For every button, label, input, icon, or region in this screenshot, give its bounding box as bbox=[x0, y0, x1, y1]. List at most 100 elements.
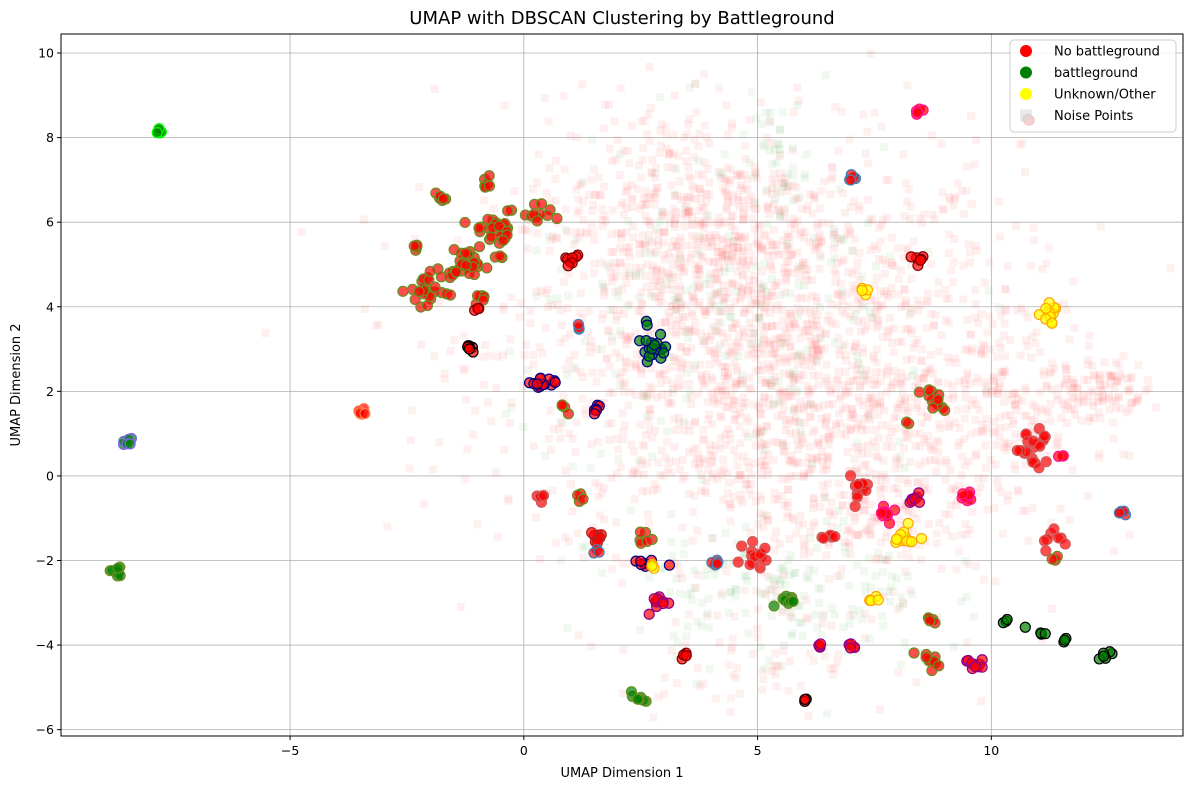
noise-point bbox=[770, 488, 779, 497]
noise-point bbox=[724, 478, 733, 487]
noise-point bbox=[800, 361, 809, 370]
noise-point bbox=[866, 215, 875, 224]
noise-point bbox=[713, 611, 722, 620]
noise-point bbox=[624, 335, 633, 344]
noise-point bbox=[970, 160, 979, 169]
noise-point bbox=[739, 209, 748, 218]
noise-point bbox=[902, 476, 911, 485]
noise-point bbox=[809, 500, 818, 509]
noise-point bbox=[616, 258, 625, 267]
noise-point bbox=[559, 277, 568, 286]
noise-point bbox=[754, 350, 763, 359]
noise-point bbox=[783, 245, 792, 254]
noise-point bbox=[831, 420, 840, 429]
noise-point bbox=[569, 240, 578, 249]
noise-point bbox=[781, 426, 790, 435]
noise-point bbox=[460, 475, 469, 484]
noise-point bbox=[848, 246, 857, 255]
noise-point bbox=[788, 370, 797, 379]
noise-point bbox=[791, 471, 800, 480]
noise-point bbox=[694, 389, 703, 398]
noise-point bbox=[961, 385, 970, 394]
noise-point bbox=[800, 418, 809, 427]
noise-point bbox=[769, 199, 778, 208]
noise-point bbox=[1113, 377, 1122, 386]
noise-point bbox=[768, 266, 777, 275]
noise-point bbox=[1080, 390, 1089, 399]
noise-point bbox=[774, 139, 783, 148]
noise-point bbox=[799, 371, 808, 380]
noise-point bbox=[882, 442, 891, 451]
noise-point bbox=[695, 129, 704, 138]
noise-point bbox=[775, 145, 784, 154]
noise-point bbox=[800, 281, 809, 290]
noise-point bbox=[622, 182, 631, 191]
noise-point bbox=[644, 110, 653, 119]
noise-point bbox=[633, 350, 642, 359]
noise-point bbox=[561, 466, 570, 475]
noise-point bbox=[732, 366, 741, 375]
noise-point bbox=[891, 456, 900, 465]
noise-point bbox=[783, 169, 792, 178]
noise-point bbox=[542, 189, 551, 198]
noise-point bbox=[772, 158, 781, 167]
noise-point bbox=[994, 483, 1003, 492]
legend-box bbox=[1009, 39, 1177, 133]
noise-point bbox=[861, 634, 870, 643]
noise-point bbox=[786, 416, 795, 425]
cluster-point bbox=[535, 198, 548, 210]
noise-point bbox=[926, 350, 935, 359]
noise-point bbox=[716, 433, 725, 442]
noise-point bbox=[726, 256, 735, 265]
noise-point bbox=[532, 228, 541, 237]
noise-point bbox=[769, 240, 778, 249]
noise-point bbox=[750, 400, 759, 409]
noise-point bbox=[706, 440, 715, 449]
noise-point bbox=[751, 298, 760, 307]
noise-point bbox=[816, 334, 825, 343]
noise-point bbox=[672, 679, 681, 688]
noise-point bbox=[858, 442, 867, 451]
noise-point bbox=[811, 425, 820, 434]
noise-point bbox=[660, 690, 669, 699]
noise-point bbox=[739, 402, 748, 411]
noise-point bbox=[806, 534, 815, 543]
noise-point bbox=[778, 606, 787, 615]
noise-point bbox=[901, 285, 910, 294]
noise-point bbox=[995, 378, 1004, 387]
noise-point bbox=[924, 486, 933, 495]
noise-point bbox=[870, 108, 879, 117]
noise-point bbox=[707, 331, 716, 340]
noise-point bbox=[659, 208, 668, 217]
noise-point bbox=[1029, 223, 1038, 232]
noise-point bbox=[1074, 385, 1083, 394]
noise-point bbox=[435, 438, 444, 447]
noise-point bbox=[720, 267, 729, 276]
noise-point bbox=[742, 479, 751, 488]
noise-point bbox=[752, 430, 761, 439]
noise-point bbox=[758, 302, 767, 311]
noise-point bbox=[701, 571, 710, 580]
noise-point bbox=[775, 539, 784, 548]
noise-point bbox=[661, 453, 670, 462]
noise-point bbox=[869, 351, 878, 360]
noise-point bbox=[561, 205, 570, 214]
noise-point bbox=[742, 264, 751, 273]
noise-point bbox=[821, 421, 830, 430]
cluster-point bbox=[657, 597, 669, 610]
noise-point bbox=[758, 267, 767, 276]
noise-point bbox=[710, 301, 719, 310]
noise-point bbox=[680, 222, 689, 231]
noise-point bbox=[823, 461, 832, 470]
noise-point bbox=[803, 265, 812, 274]
noise-point bbox=[1005, 442, 1014, 451]
noise-point bbox=[735, 343, 744, 352]
noise-point bbox=[769, 362, 778, 371]
noise-point bbox=[672, 164, 681, 173]
noise-point bbox=[733, 475, 742, 484]
noise-point bbox=[787, 353, 796, 362]
y-tick-label: 2 bbox=[46, 384, 54, 399]
noise-point bbox=[730, 225, 739, 234]
noise-point bbox=[696, 194, 705, 203]
noise-point bbox=[758, 242, 767, 251]
